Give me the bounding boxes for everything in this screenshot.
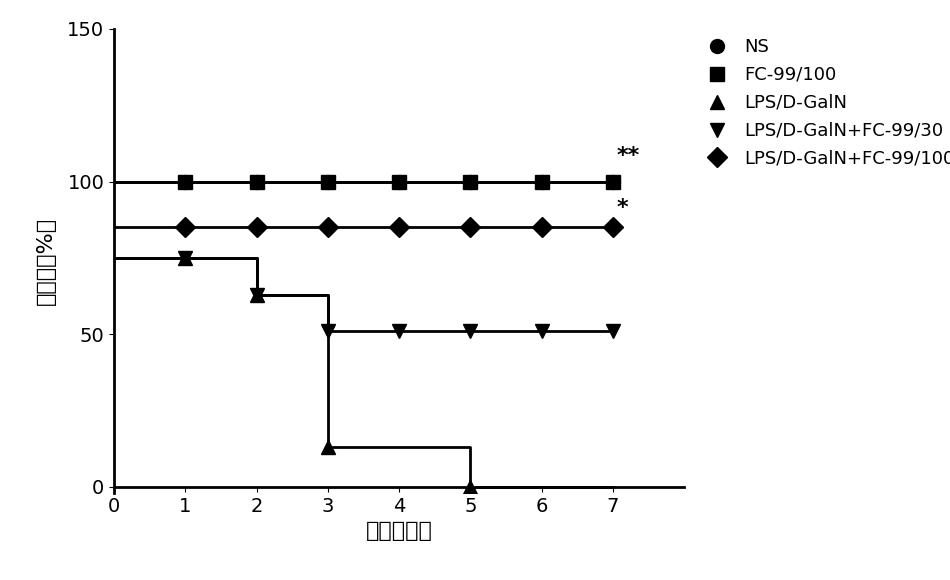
Line: LPS/D-GalN+FC-99/30: LPS/D-GalN+FC-99/30 [179, 251, 619, 338]
NS [180, 178, 191, 185]
NS [251, 178, 262, 185]
Legend: NS, FC-99/100, LPS/D-GalN, LPS/D-GalN+FC-99/30, LPS/D-GalN+FC-99/100: NS, FC-99/100, LPS/D-GalN, LPS/D-GalN+FC… [699, 38, 950, 168]
Text: *: * [617, 198, 628, 218]
NS [607, 178, 618, 185]
LPS/D-GalN+FC-99/30 [251, 291, 262, 298]
FC-99/100 [180, 178, 191, 185]
X-axis label: 时间（天）: 时间（天） [366, 521, 432, 541]
LPS/D-GalN+FC-99/30 [322, 328, 333, 335]
Text: **: ** [617, 146, 639, 166]
FC-99/100 [536, 178, 547, 185]
LPS/D-GalN+FC-99/30 [465, 328, 476, 335]
LPS/D-GalN+FC-99/30 [607, 328, 618, 335]
LPS/D-GalN+FC-99/100 [465, 224, 476, 231]
LPS/D-GalN [465, 483, 476, 490]
LPS/D-GalN+FC-99/100 [393, 224, 405, 231]
Line: NS: NS [179, 175, 619, 188]
LPS/D-GalN+FC-99/30 [393, 328, 405, 335]
LPS/D-GalN+FC-99/30 [536, 328, 547, 335]
LPS/D-GalN [180, 255, 191, 262]
Line: LPS/D-GalN: LPS/D-GalN [179, 251, 477, 494]
FC-99/100 [393, 178, 405, 185]
LPS/D-GalN [322, 444, 333, 451]
FC-99/100 [251, 178, 262, 185]
LPS/D-GalN+FC-99/100 [607, 224, 618, 231]
LPS/D-GalN+FC-99/30 [180, 255, 191, 262]
NS [393, 178, 405, 185]
Line: FC-99/100: FC-99/100 [179, 175, 619, 188]
NS [322, 178, 333, 185]
Line: LPS/D-GalN+FC-99/100: LPS/D-GalN+FC-99/100 [179, 220, 619, 234]
LPS/D-GalN [251, 291, 262, 298]
LPS/D-GalN+FC-99/100 [251, 224, 262, 231]
FC-99/100 [465, 178, 476, 185]
NS [465, 178, 476, 185]
FC-99/100 [322, 178, 333, 185]
LPS/D-GalN+FC-99/100 [180, 224, 191, 231]
LPS/D-GalN+FC-99/100 [536, 224, 547, 231]
NS [536, 178, 547, 185]
FC-99/100 [607, 178, 618, 185]
Y-axis label: 存活率（%）: 存活率（%） [36, 217, 56, 305]
LPS/D-GalN+FC-99/100 [322, 224, 333, 231]
